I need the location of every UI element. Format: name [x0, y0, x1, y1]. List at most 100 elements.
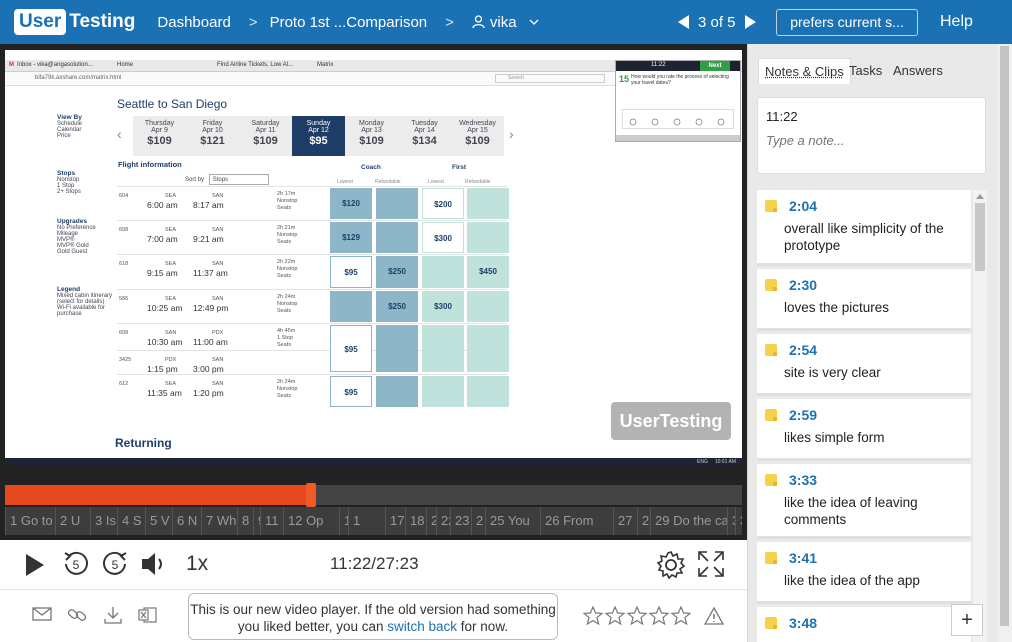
task-segment[interactable]: 7 Wha — [201, 507, 237, 535]
video-frame[interactable]: M Inbox - vika@angasolution... Home Find… — [5, 50, 742, 466]
task-segment[interactable]: 31 W — [735, 507, 742, 535]
task-segment[interactable]: 18 — [405, 507, 426, 535]
fare-cell[interactable] — [376, 376, 418, 407]
link-icon[interactable] — [67, 606, 87, 624]
star-icon[interactable] — [605, 606, 625, 626]
session-filter-button[interactable]: prefers current s... — [776, 9, 918, 36]
fare-cell[interactable]: $300 — [422, 222, 464, 253]
fare-cell[interactable]: $129 — [330, 222, 372, 253]
note-time-link[interactable]: 2:54 — [789, 342, 818, 358]
page-scroll-thumb[interactable] — [1000, 46, 1009, 626]
note-time-link[interactable]: 3:41 — [789, 550, 818, 566]
email-icon[interactable] — [32, 606, 52, 622]
excel-export-icon[interactable] — [138, 606, 158, 624]
page-scrollbar[interactable] — [997, 44, 1012, 642]
fare-cell[interactable]: $200 — [422, 188, 464, 219]
timeline-scrubber[interactable] — [5, 483, 742, 507]
fare-cell[interactable]: $250 — [376, 291, 418, 322]
note-time-link[interactable]: 2:04 — [789, 198, 818, 214]
note-item[interactable]: 2:54 site is very clear — [757, 334, 971, 396]
task-segment[interactable]: 25 You — [485, 507, 540, 535]
date-option[interactable]: Monday Apr 13 $109 — [345, 116, 398, 156]
fare-cell[interactable]: $95 — [330, 325, 372, 372]
star-icon[interactable] — [627, 606, 647, 626]
usertesting-logo[interactable]: User Testing — [14, 7, 135, 37]
task-segment[interactable]: 23 Re — [450, 507, 471, 535]
fare-cell[interactable] — [467, 376, 509, 407]
fare-cell[interactable] — [376, 222, 418, 253]
date-option[interactable]: Saturday Apr 11 $109 — [239, 116, 292, 156]
chevron-left-icon[interactable]: ‹ — [117, 126, 122, 142]
flag-warning-icon[interactable] — [704, 607, 724, 625]
task-segment[interactable]: 1 — [348, 507, 385, 535]
tab-answers[interactable]: Answers — [893, 63, 943, 78]
fare-cell[interactable] — [422, 376, 464, 407]
fare-cell[interactable] — [467, 325, 509, 372]
note-input[interactable] — [766, 133, 976, 148]
fare-cell[interactable]: $95 — [330, 256, 372, 288]
task-segment[interactable]: 29 Do the categ — [650, 507, 727, 535]
fare-cell[interactable]: $450 — [467, 256, 509, 288]
date-option[interactable]: Thursday Apr 9 $109 — [133, 116, 186, 156]
fare-cell[interactable] — [422, 256, 464, 288]
task-segment[interactable]: 26 From — [540, 507, 613, 535]
switch-back-link[interactable]: switch back — [387, 619, 458, 634]
task-segment[interactable]: 2 — [426, 507, 436, 535]
star-icon[interactable] — [671, 606, 691, 626]
fare-cell[interactable] — [330, 291, 372, 322]
star-icon[interactable] — [649, 606, 669, 626]
notes-scroll-thumb[interactable] — [975, 203, 985, 271]
playback-speed[interactable]: 1x — [186, 552, 209, 575]
fare-cell[interactable]: $300 — [422, 291, 464, 322]
note-item[interactable]: 2:59 likes simple form — [757, 399, 971, 461]
chevron-right-icon[interactable]: › — [509, 126, 514, 142]
note-item[interactable]: 3:41 like the idea of the app — [757, 542, 971, 604]
date-option[interactable]: Tuesday Apr 14 $134 — [398, 116, 451, 156]
date-option[interactable]: Sunday Apr 12 $95 — [292, 116, 345, 156]
volume-icon[interactable] — [140, 551, 168, 577]
task-segment[interactable]: 30 — [727, 507, 735, 535]
fare-cell[interactable]: $120 — [330, 188, 372, 219]
task-segment[interactable]: 5 V — [145, 507, 172, 535]
fare-cell[interactable] — [422, 325, 464, 372]
fare-cell[interactable] — [376, 188, 418, 219]
note-item[interactable]: 3:48 — [757, 607, 971, 642]
note-time-link[interactable]: 3:48 — [789, 615, 818, 631]
task-segment[interactable]: 4 S — [117, 507, 145, 535]
fare-cell[interactable] — [467, 291, 509, 322]
fare-cell[interactable] — [467, 222, 509, 253]
note-time-link[interactable]: 2:59 — [789, 407, 818, 423]
task-segment[interactable]: 28 If — [637, 507, 650, 535]
task-segment[interactable]: 27 I — [613, 507, 637, 535]
scroll-up-icon[interactable] — [976, 193, 984, 199]
help-link[interactable]: Help — [940, 13, 973, 30]
task-segment[interactable]: 22 — [436, 507, 450, 535]
play-icon[interactable] — [24, 552, 46, 578]
previous-session-icon[interactable] — [676, 14, 690, 30]
fullscreen-icon[interactable] — [697, 550, 725, 578]
date-option[interactable]: Friday Apr 10 $121 — [186, 116, 239, 156]
tab-tasks[interactable]: Tasks — [849, 63, 883, 78]
widget-rating-scale[interactable] — [622, 109, 734, 129]
task-segment[interactable]: 2 — [471, 507, 485, 535]
add-note-button[interactable]: + — [951, 604, 983, 636]
task-segment[interactable]: 12 Op — [283, 507, 339, 535]
sort-by-select[interactable]: Stops — [208, 174, 269, 185]
fare-cell[interactable] — [467, 188, 509, 219]
task-segment[interactable]: 8 I — [237, 507, 253, 535]
fare-cell[interactable]: $250 — [376, 256, 418, 288]
task-segment[interactable]: 2 U — [55, 507, 90, 535]
date-option[interactable]: Wednesday Apr 15 $109 — [451, 116, 504, 156]
task-segment[interactable]: 1 Go to htt — [5, 507, 55, 535]
note-time-link[interactable]: 2:30 — [789, 277, 818, 293]
download-icon[interactable] — [103, 606, 123, 624]
note-item[interactable]: 3:33 like the idea of leaving comments — [757, 464, 971, 539]
note-item[interactable]: 2:04 overall like simplicity of the proto… — [757, 190, 971, 266]
user-dropdown[interactable]: vika — [472, 14, 544, 31]
notes-scrollbar[interactable] — [973, 190, 987, 642]
task-segment[interactable]: 17 C — [385, 507, 405, 535]
task-segment[interactable]: 6 N — [172, 507, 201, 535]
note-time-link[interactable]: 3:33 — [789, 472, 818, 488]
rewind-5-icon[interactable]: 5 — [62, 550, 90, 578]
next-session-icon[interactable] — [744, 14, 758, 30]
